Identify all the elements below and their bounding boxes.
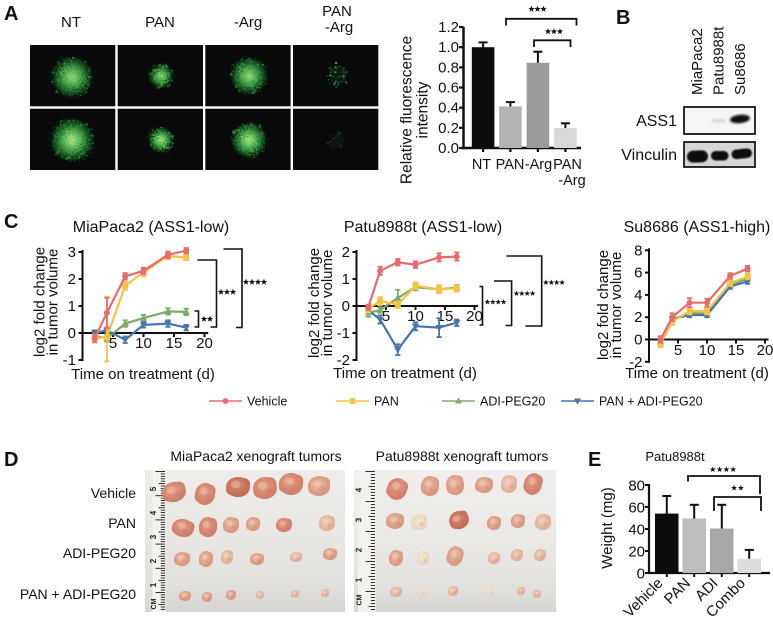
svg-text:Weight (mg): Weight (mg) xyxy=(599,487,616,568)
svg-text:3: 3 xyxy=(149,534,158,539)
svg-text:E: E xyxy=(588,449,601,471)
svg-text:20: 20 xyxy=(196,335,213,352)
svg-text:D: D xyxy=(4,449,18,471)
svg-text:10: 10 xyxy=(699,342,716,359)
svg-text:C: C xyxy=(4,211,18,233)
svg-text:PAN: PAN xyxy=(374,395,399,409)
svg-text:Relative fluorescence: Relative fluorescence xyxy=(399,36,416,184)
svg-text:15: 15 xyxy=(437,308,454,325)
svg-text:20: 20 xyxy=(757,342,773,359)
svg-text:15: 15 xyxy=(166,335,183,352)
svg-text:-2: -2 xyxy=(337,352,350,369)
svg-text:ADI-PEG20: ADI-PEG20 xyxy=(480,395,545,409)
svg-text:PAN: PAN xyxy=(553,157,582,173)
svg-text:4: 4 xyxy=(149,510,158,515)
svg-text:2: 2 xyxy=(342,244,350,261)
svg-text:4: 4 xyxy=(355,487,364,492)
svg-text:-Arg: -Arg xyxy=(325,19,353,36)
svg-text:2: 2 xyxy=(68,271,76,288)
svg-text:Vehicle: Vehicle xyxy=(91,485,136,501)
svg-text:Su8686 (ASS1-high): Su8686 (ASS1-high) xyxy=(624,219,771,236)
svg-text:Su8686: Su8686 xyxy=(732,43,749,95)
svg-text:0.0: 0.0 xyxy=(438,140,459,157)
svg-text:40: 40 xyxy=(628,522,645,539)
svg-text:1: 1 xyxy=(149,582,158,587)
svg-text:CM: CM xyxy=(151,598,158,609)
svg-text:ADI-PEG20: ADI-PEG20 xyxy=(63,545,136,561)
svg-text:5: 5 xyxy=(382,308,390,325)
svg-text:1.0: 1.0 xyxy=(438,39,459,56)
svg-text:1: 1 xyxy=(342,271,350,288)
svg-text:-1: -1 xyxy=(337,325,350,342)
svg-text:0: 0 xyxy=(637,566,645,583)
svg-text:20: 20 xyxy=(466,308,483,325)
svg-text:CM: CM xyxy=(357,594,364,605)
svg-text:Time on treatment (d): Time on treatment (d) xyxy=(625,365,769,382)
svg-text:Patu8988t: Patu8988t xyxy=(645,449,705,464)
svg-text:Patu8988t: Patu8988t xyxy=(711,26,728,95)
svg-text:PAN: PAN xyxy=(108,515,136,531)
svg-text:ASS1: ASS1 xyxy=(636,113,677,130)
svg-text:2: 2 xyxy=(634,309,642,326)
svg-text:log2 fold change: log2 fold change xyxy=(306,248,323,358)
svg-text:0.8: 0.8 xyxy=(438,59,459,76)
svg-text:intensity: intensity xyxy=(415,81,432,138)
svg-text:2: 2 xyxy=(149,558,158,563)
svg-text:0: 0 xyxy=(342,298,350,315)
svg-text:-Arg: -Arg xyxy=(234,14,262,31)
svg-text:MiaPaca2 xenograft tumors: MiaPaca2 xenograft tumors xyxy=(170,448,341,464)
svg-text:log2 fold change: log2 fold change xyxy=(595,250,612,360)
svg-text:2: 2 xyxy=(355,547,364,552)
svg-text:10: 10 xyxy=(407,308,424,325)
svg-text:4: 4 xyxy=(634,287,642,304)
svg-text:-1: -1 xyxy=(63,352,76,369)
svg-text:NT: NT xyxy=(472,157,491,173)
svg-text:in tumor volume: in tumor volume xyxy=(319,250,336,357)
svg-text:60: 60 xyxy=(628,500,645,517)
svg-text:80: 80 xyxy=(628,478,645,495)
svg-text:Time on treatment (d): Time on treatment (d) xyxy=(71,366,215,383)
svg-text:Patu8988t xenograft tumors: Patu8988t xenograft tumors xyxy=(376,448,549,464)
svg-text:6: 6 xyxy=(634,265,642,282)
svg-text:B: B xyxy=(616,7,630,29)
svg-text:-Arg: -Arg xyxy=(525,157,552,173)
svg-text:-2: -2 xyxy=(629,354,642,371)
svg-text:0: 0 xyxy=(634,332,642,349)
svg-text:Vehicle: Vehicle xyxy=(247,395,287,409)
svg-text:PAN: PAN xyxy=(496,157,525,173)
svg-text:Patu8988t (ASS1-low): Patu8988t (ASS1-low) xyxy=(344,219,502,236)
svg-text:PAN + ADI-PEG20: PAN + ADI-PEG20 xyxy=(599,395,703,409)
svg-text:5: 5 xyxy=(674,342,682,359)
svg-text:1: 1 xyxy=(68,298,76,315)
svg-text:in tumor volume: in tumor volume xyxy=(608,252,625,359)
svg-text:0.2: 0.2 xyxy=(438,120,459,137)
svg-text:5: 5 xyxy=(149,486,158,491)
svg-text:0.6: 0.6 xyxy=(438,80,459,97)
svg-text:MiaPaca2: MiaPaca2 xyxy=(689,28,706,95)
svg-text:in tumor volume: in tumor volume xyxy=(45,249,62,356)
svg-text:20: 20 xyxy=(628,544,645,561)
svg-text:0.4: 0.4 xyxy=(438,100,459,117)
svg-text:PAN + ADI-PEG20: PAN + ADI-PEG20 xyxy=(20,586,136,602)
svg-text:8: 8 xyxy=(634,242,642,259)
svg-text:Time on treatment (d): Time on treatment (d) xyxy=(333,365,477,382)
svg-text:Vinculin: Vinculin xyxy=(621,147,677,164)
svg-text:log2 fold change: log2 fold change xyxy=(32,247,49,357)
svg-text:-Arg: -Arg xyxy=(558,173,585,189)
svg-text:MiaPaca2 (ASS1-low): MiaPaca2 (ASS1-low) xyxy=(73,219,230,236)
svg-text:1: 1 xyxy=(355,577,364,582)
svg-text:PAN: PAN xyxy=(322,3,352,20)
svg-text:3: 3 xyxy=(355,517,364,522)
svg-text:PAN: PAN xyxy=(145,14,175,31)
svg-text:0: 0 xyxy=(68,325,76,342)
svg-text:5: 5 xyxy=(109,335,117,352)
svg-text:A: A xyxy=(4,3,18,25)
svg-text:NT: NT xyxy=(61,14,81,31)
svg-text:1.2: 1.2 xyxy=(438,19,459,36)
svg-text:10: 10 xyxy=(135,335,152,352)
svg-text:3: 3 xyxy=(68,244,76,261)
svg-text:15: 15 xyxy=(728,342,745,359)
